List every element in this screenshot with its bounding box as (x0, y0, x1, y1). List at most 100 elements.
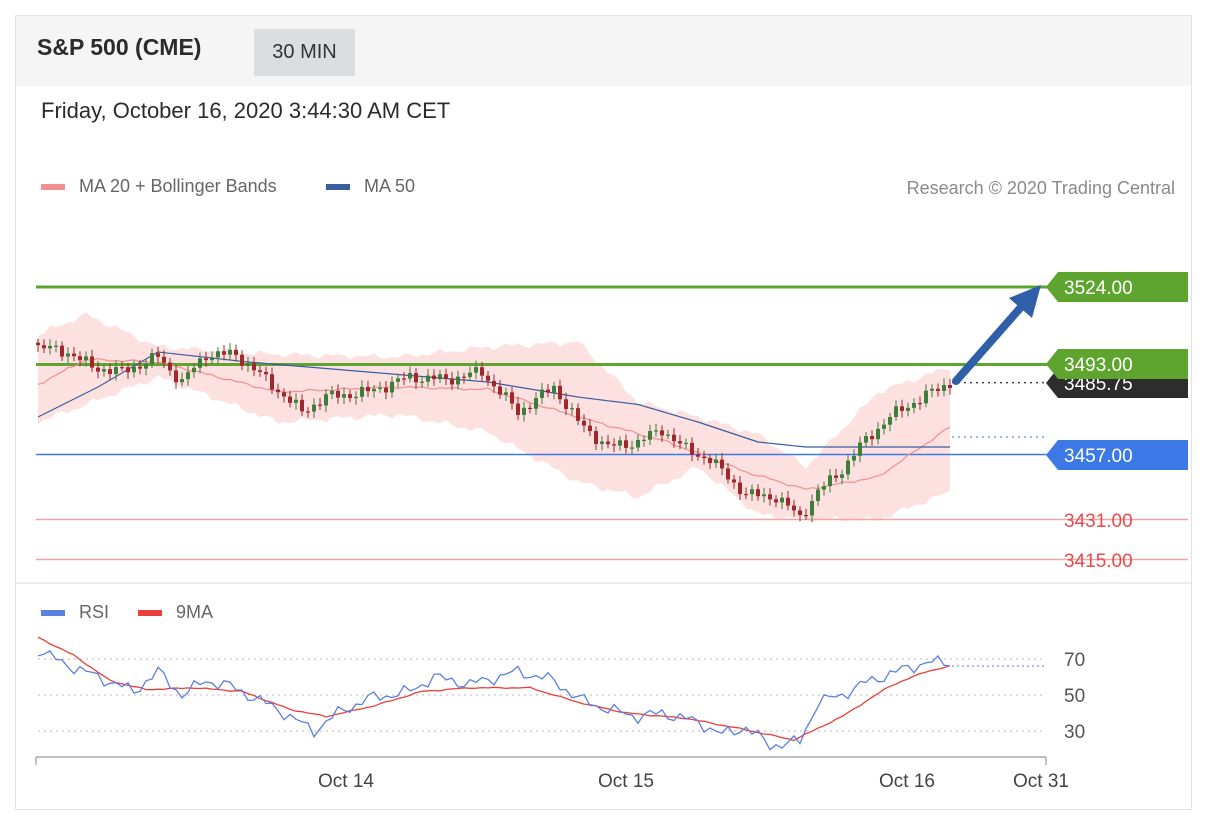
candle-body (288, 397, 292, 403)
candle-body (180, 379, 184, 382)
candle-body (204, 358, 208, 360)
candle-body (522, 408, 526, 415)
candle-body (558, 386, 562, 399)
forecast-arrow (956, 306, 1022, 381)
candle-body (216, 351, 220, 357)
candle-body (120, 367, 124, 368)
candle-body (264, 372, 268, 374)
candle-body (498, 386, 502, 394)
support-tag-label: 3457.00 (1064, 446, 1133, 467)
candle-body (486, 376, 490, 381)
candle-body (462, 377, 466, 378)
candle-body (882, 425, 886, 429)
candle-body (144, 364, 148, 369)
candle-body (444, 374, 448, 378)
candle-body (720, 460, 724, 469)
candle-body (54, 346, 58, 347)
candle-body (150, 353, 154, 364)
candle-body (474, 367, 478, 372)
x-tick-label: Oct 16 (879, 771, 935, 792)
candle-body (102, 369, 106, 371)
candle-body (168, 363, 172, 371)
candle-body (528, 408, 532, 409)
candle-body (624, 440, 628, 448)
candle-body (384, 388, 388, 393)
candle-body (324, 394, 328, 405)
candle-body (810, 501, 814, 515)
candle-body (576, 408, 580, 421)
candle-body (138, 367, 142, 369)
candle-body (762, 494, 766, 496)
candle-body (600, 442, 604, 444)
candle-body (468, 373, 472, 377)
candle-body (174, 370, 178, 382)
candle-body (480, 367, 484, 375)
candle-body (642, 440, 646, 441)
candle-body (306, 411, 310, 412)
candle-body (930, 389, 934, 391)
candle-body (828, 475, 832, 486)
candle-body (534, 398, 538, 409)
candle-body (870, 436, 874, 439)
candle-body (108, 369, 112, 374)
candle-body (822, 486, 826, 489)
candle-body (858, 443, 862, 456)
candle-body (96, 368, 100, 372)
candle-body (408, 373, 412, 379)
candle-body (732, 479, 736, 482)
candle-body (36, 343, 40, 346)
candle-body (132, 367, 136, 373)
x-tick-label: Oct 15 (598, 771, 654, 792)
candle-body (888, 417, 892, 425)
candle-body (936, 389, 940, 391)
minor-level-label: 3431.00 (1064, 511, 1133, 532)
candle-body (672, 435, 676, 441)
candle-body (72, 354, 76, 357)
candle-body (84, 356, 88, 360)
resistance-tag-label: 3524.00 (1064, 278, 1133, 299)
candle-body (684, 443, 688, 444)
candle-body (906, 408, 910, 411)
x-tick-label: Oct 14 (318, 771, 374, 792)
candle-body (546, 390, 550, 393)
candle-body (432, 376, 436, 380)
candle-body (414, 373, 418, 382)
candle-body (366, 387, 370, 391)
candle-body (678, 441, 682, 443)
candle-body (222, 351, 226, 354)
candle-body (396, 378, 400, 381)
candle-body (186, 372, 190, 379)
candle-body (618, 440, 622, 445)
candle-body (666, 435, 670, 436)
candle-body (780, 498, 784, 503)
candle-body (864, 436, 868, 443)
candle-body (228, 350, 232, 355)
candle-body (90, 356, 94, 367)
candle-body (402, 378, 406, 379)
candle-body (66, 354, 70, 357)
candle-body (630, 447, 634, 448)
rsi-level-label: 50 (1064, 686, 1085, 707)
candle-body (126, 367, 130, 372)
candle-body (582, 421, 586, 426)
resistance-tag-label: 3493.00 (1064, 355, 1133, 376)
candle-body (876, 429, 880, 439)
candle-body (312, 405, 316, 412)
candle-body (390, 382, 394, 393)
candle-body (360, 387, 364, 397)
candle-body (702, 457, 706, 458)
candle-body (420, 382, 424, 383)
candle-body (342, 394, 346, 397)
minor-level-label: 3415.00 (1064, 551, 1133, 572)
candle-body (294, 400, 298, 403)
candle-body (588, 426, 592, 431)
candle-body (354, 397, 358, 398)
candle-body (504, 392, 508, 394)
candle-body (708, 458, 712, 463)
candle-body (270, 374, 274, 389)
candle-body (744, 494, 748, 495)
candle-body (258, 370, 262, 372)
candle-body (48, 346, 52, 348)
x-tick-label: Oct 31 (1013, 771, 1069, 792)
